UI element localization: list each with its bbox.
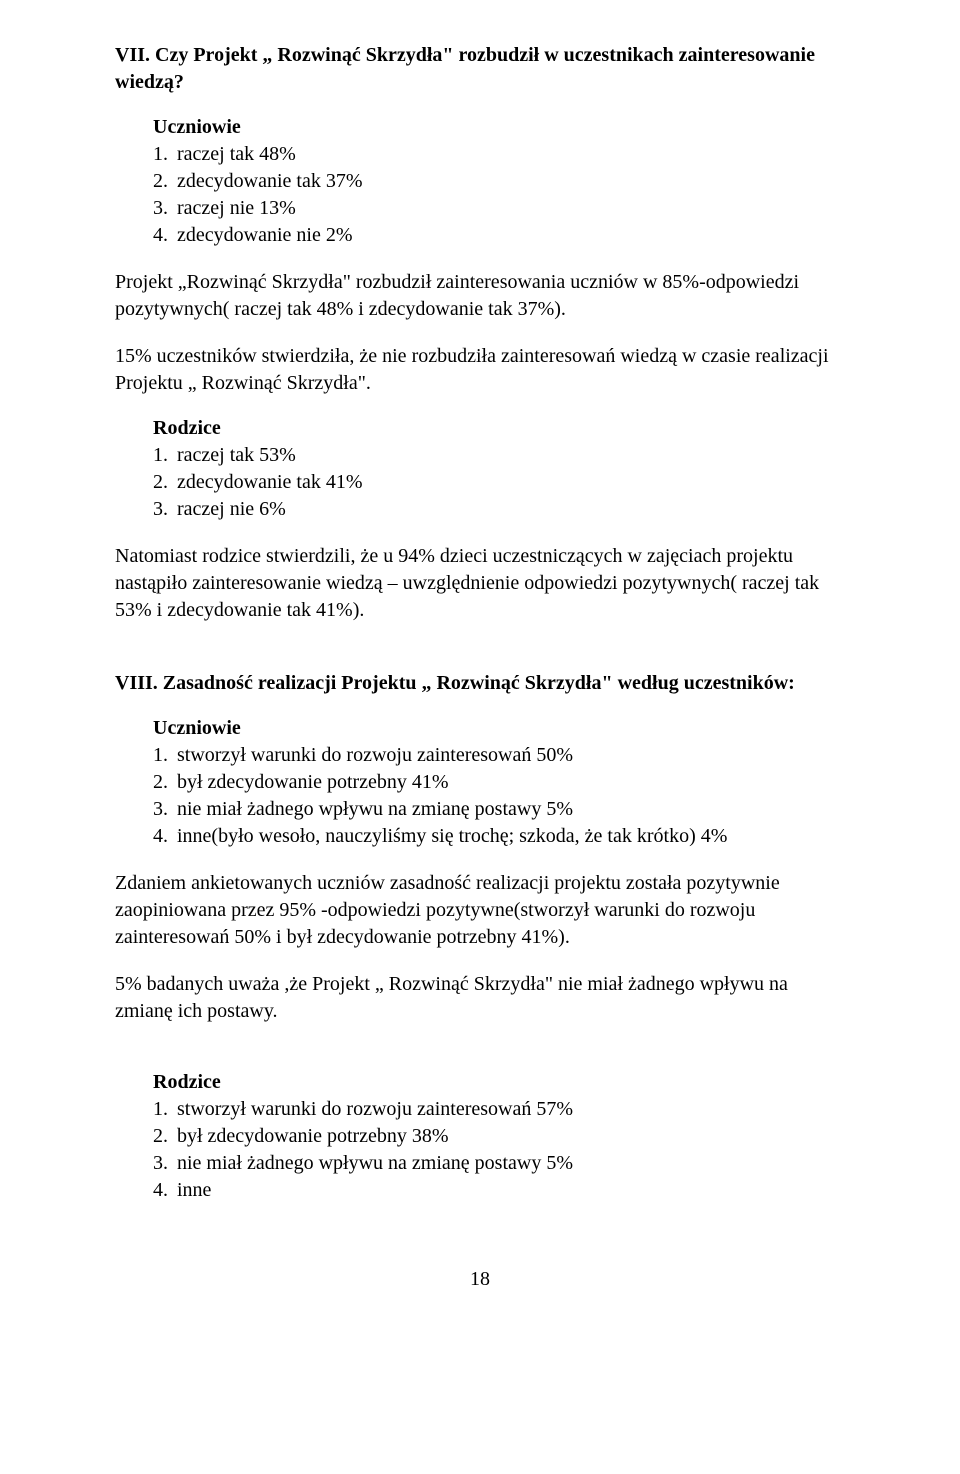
list-item: raczej nie 13% [173,195,845,222]
section-7-title: VII. Czy Projekt „ Rozwinąć Skrzydła" ro… [115,42,845,96]
section-7-uczniowie-list: raczej tak 48% zdecydowanie tak 37% racz… [115,141,845,249]
list-item: nie miał żadnego wpływu na zmianę postaw… [173,796,845,823]
section-8-rodzice-label: Rodzice [153,1071,845,1094]
list-item: zdecydowanie tak 41% [173,469,845,496]
section-8-paragraph-2: 5% badanych uważa ,że Projekt „ Rozwinąć… [115,971,845,1025]
list-item: był zdecydowanie potrzebny 38% [173,1123,845,1150]
section-7-rodzice-label: Rodzice [153,417,845,440]
list-item: był zdecydowanie potrzebny 41% [173,769,845,796]
section-7-rodzice-list: raczej tak 53% zdecydowanie tak 41% racz… [115,442,845,523]
list-item: raczej tak 48% [173,141,845,168]
list-item: inne [173,1177,845,1204]
list-item: raczej tak 53% [173,442,845,469]
section-7-uczniowie-label: Uczniowie [153,116,845,139]
section-8-paragraph-1: Zdaniem ankietowanych uczniów zasadność … [115,870,845,951]
list-item: nie miał żadnego wpływu na zmianę postaw… [173,1150,845,1177]
page-number: 18 [115,1268,845,1291]
list-item: stworzył warunki do rozwoju zainteresowa… [173,1096,845,1123]
section-8-title: VIII. Zasadność realizacji Projektu „ Ro… [115,670,845,697]
list-item: stworzył warunki do rozwoju zainteresowa… [173,742,845,769]
list-item: inne(było wesoło, nauczyliśmy się trochę… [173,823,845,850]
document-page: VII. Czy Projekt „ Rozwinąć Skrzydła" ro… [0,0,960,1321]
list-item: zdecydowanie tak 37% [173,168,845,195]
section-8-uczniowie-list: stworzył warunki do rozwoju zainteresowa… [115,742,845,850]
list-item: zdecydowanie nie 2% [173,222,845,249]
list-item: raczej nie 6% [173,496,845,523]
section-7-paragraph-1: Projekt „Rozwinąć Skrzydła" rozbudził za… [115,269,845,323]
section-8-uczniowie-label: Uczniowie [153,717,845,740]
section-7-paragraph-2: 15% uczestników stwierdziła, że nie rozb… [115,343,845,397]
section-8-rodzice-list: stworzył warunki do rozwoju zainteresowa… [115,1096,845,1204]
section-7-paragraph-3: Natomiast rodzice stwierdzili, że u 94% … [115,543,845,624]
